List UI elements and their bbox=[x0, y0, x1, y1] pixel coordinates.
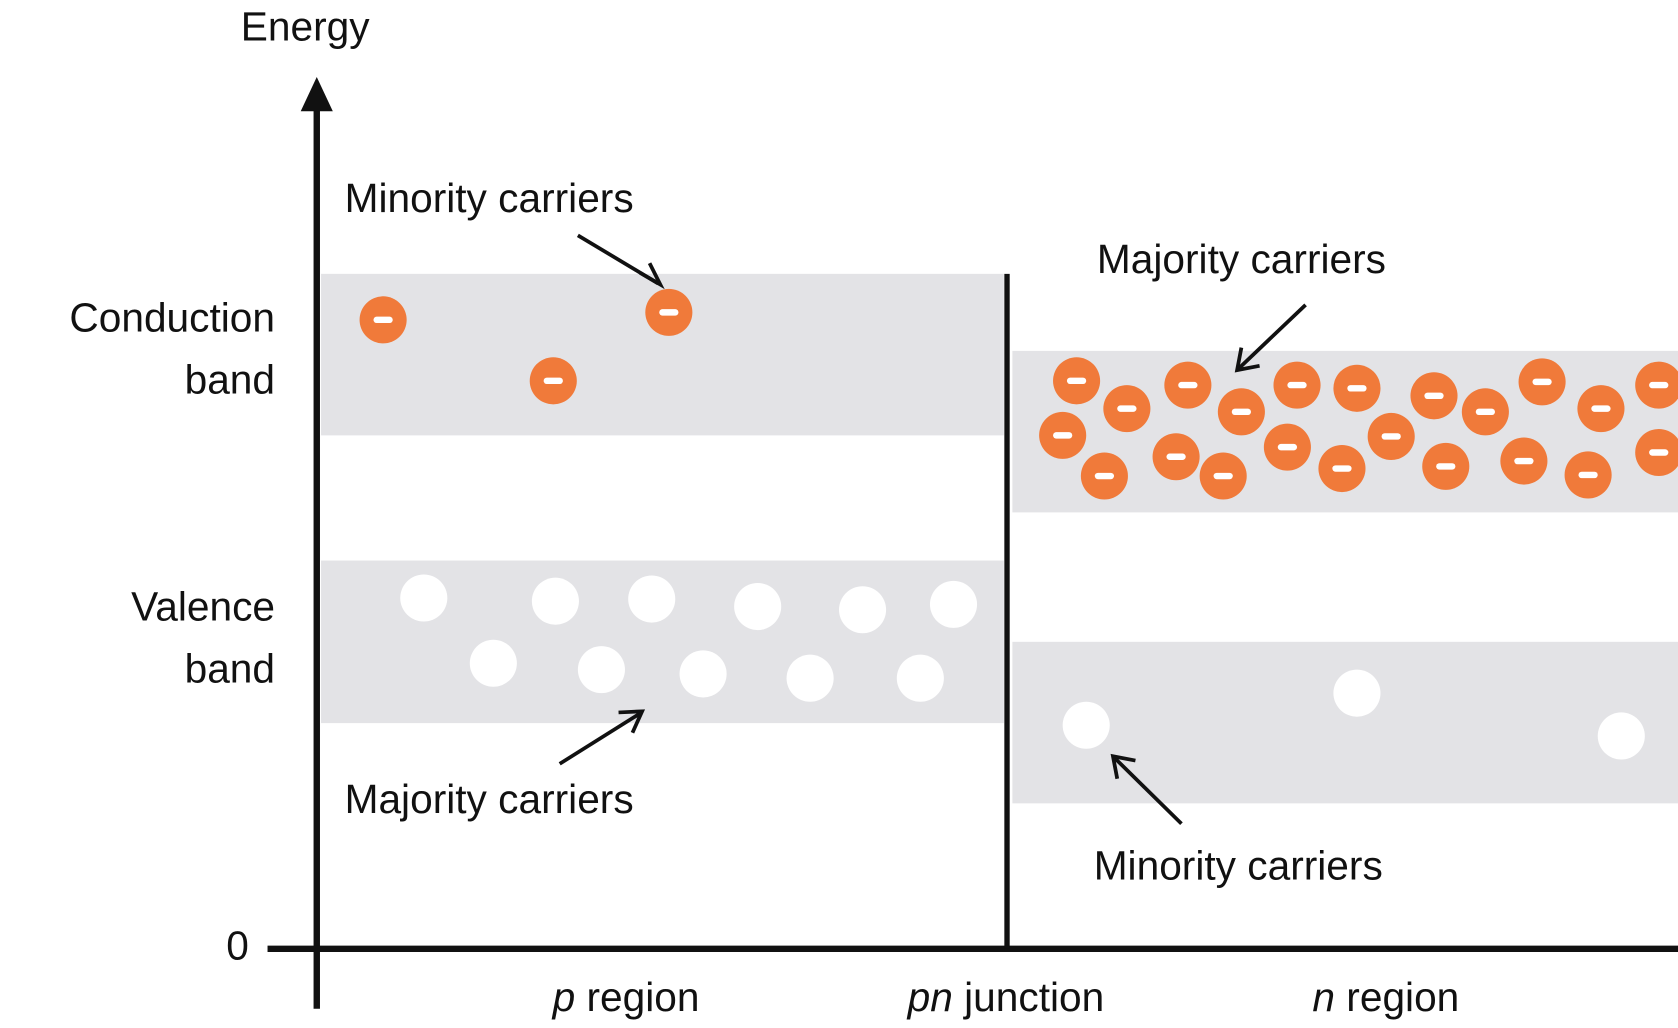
x-label-text: junction bbox=[953, 974, 1104, 1020]
arrow-head bbox=[639, 262, 665, 290]
electron-sign bbox=[1094, 472, 1115, 480]
electron-sign bbox=[543, 377, 563, 385]
electron bbox=[1564, 451, 1612, 499]
electron bbox=[1577, 385, 1625, 433]
axes bbox=[267, 77, 1678, 1009]
electron-sign bbox=[1213, 472, 1233, 480]
hole bbox=[531, 577, 579, 625]
electron-sign bbox=[1475, 408, 1496, 416]
electron-sign bbox=[1231, 408, 1252, 416]
hole bbox=[1333, 669, 1381, 717]
x-label-italic: n bbox=[1312, 974, 1335, 1020]
y-axis-label: Energy bbox=[241, 4, 370, 50]
hole bbox=[577, 646, 625, 694]
hole bbox=[839, 586, 887, 634]
electron-sign bbox=[1178, 381, 1198, 389]
electron bbox=[1635, 428, 1678, 477]
annotation: Minority carriers bbox=[345, 175, 634, 221]
electron bbox=[1217, 388, 1265, 436]
electron-sign bbox=[1053, 432, 1073, 439]
electron bbox=[359, 296, 407, 344]
electron-sign bbox=[1578, 471, 1598, 479]
electron-sign bbox=[1332, 465, 1352, 472]
electron-sign bbox=[659, 309, 679, 316]
electron bbox=[1367, 412, 1415, 460]
electron-sign bbox=[1649, 381, 1669, 389]
x-label: pn junction bbox=[906, 974, 1105, 1020]
electron bbox=[1080, 452, 1128, 500]
electron bbox=[1518, 358, 1566, 406]
electron bbox=[529, 357, 577, 405]
hole bbox=[628, 575, 676, 623]
x-label-text: region bbox=[575, 974, 699, 1020]
arrow bbox=[558, 711, 641, 766]
electron bbox=[1103, 385, 1151, 433]
band-label: Conduction bbox=[69, 295, 275, 341]
electron bbox=[1422, 442, 1470, 490]
electron-sign bbox=[1066, 377, 1087, 385]
hole bbox=[896, 654, 944, 702]
annotation: Majority carriers bbox=[1097, 236, 1386, 282]
electron bbox=[1333, 364, 1381, 412]
bands bbox=[321, 273, 1678, 804]
x-label: n region bbox=[1312, 974, 1459, 1020]
arrow-head bbox=[1234, 347, 1260, 373]
hole bbox=[734, 582, 782, 631]
electron bbox=[1053, 357, 1101, 405]
arrow bbox=[1113, 757, 1183, 826]
band-label: band bbox=[185, 646, 275, 692]
y-axis-arrow bbox=[300, 77, 333, 112]
band-label: Valence bbox=[131, 583, 275, 629]
x-label-text: region bbox=[1335, 974, 1459, 1020]
hole bbox=[786, 654, 834, 702]
electron bbox=[1635, 361, 1678, 409]
electron-sign bbox=[1381, 433, 1401, 440]
electron-sign bbox=[373, 316, 393, 324]
electron-sign bbox=[1424, 392, 1444, 400]
hole bbox=[1597, 712, 1645, 760]
particles bbox=[359, 288, 1678, 760]
electron bbox=[1039, 411, 1087, 459]
electron-sign bbox=[1277, 443, 1298, 451]
electron bbox=[1273, 361, 1321, 409]
electron bbox=[1461, 388, 1509, 436]
electron bbox=[1410, 372, 1458, 420]
arrows bbox=[558, 233, 1307, 826]
hole bbox=[400, 574, 448, 622]
electron-sign bbox=[1287, 381, 1307, 389]
electron-sign bbox=[1166, 453, 1186, 460]
annotation: Majority carriers bbox=[345, 776, 634, 822]
electron-sign bbox=[1514, 457, 1534, 465]
band-label: band bbox=[185, 357, 275, 403]
hole bbox=[929, 580, 978, 628]
hole bbox=[1062, 701, 1110, 749]
x-label-italic: p bbox=[551, 974, 576, 1020]
electron-sign bbox=[1436, 463, 1456, 470]
electron bbox=[1199, 452, 1247, 500]
electron bbox=[1318, 445, 1366, 493]
electron-sign bbox=[1532, 378, 1552, 386]
annotation: Minority carriers bbox=[1094, 842, 1383, 888]
hole bbox=[679, 650, 727, 698]
hole bbox=[469, 639, 517, 687]
x-label: p region bbox=[551, 974, 700, 1020]
n-valence-band bbox=[1012, 641, 1678, 804]
x-label-italic: pn bbox=[906, 974, 953, 1020]
electron-sign bbox=[1347, 385, 1367, 392]
arrow-head bbox=[1110, 753, 1136, 780]
electron-sign bbox=[1649, 449, 1669, 456]
electron-sign bbox=[1591, 405, 1611, 412]
electron bbox=[645, 288, 693, 336]
electron-sign bbox=[1117, 405, 1137, 412]
electron bbox=[1152, 433, 1200, 481]
arrow bbox=[1237, 303, 1307, 370]
electron bbox=[1263, 423, 1311, 471]
arrow-head bbox=[618, 709, 646, 734]
origin-label: 0 bbox=[226, 923, 249, 969]
electron bbox=[1500, 437, 1548, 485]
electron bbox=[1164, 361, 1212, 409]
